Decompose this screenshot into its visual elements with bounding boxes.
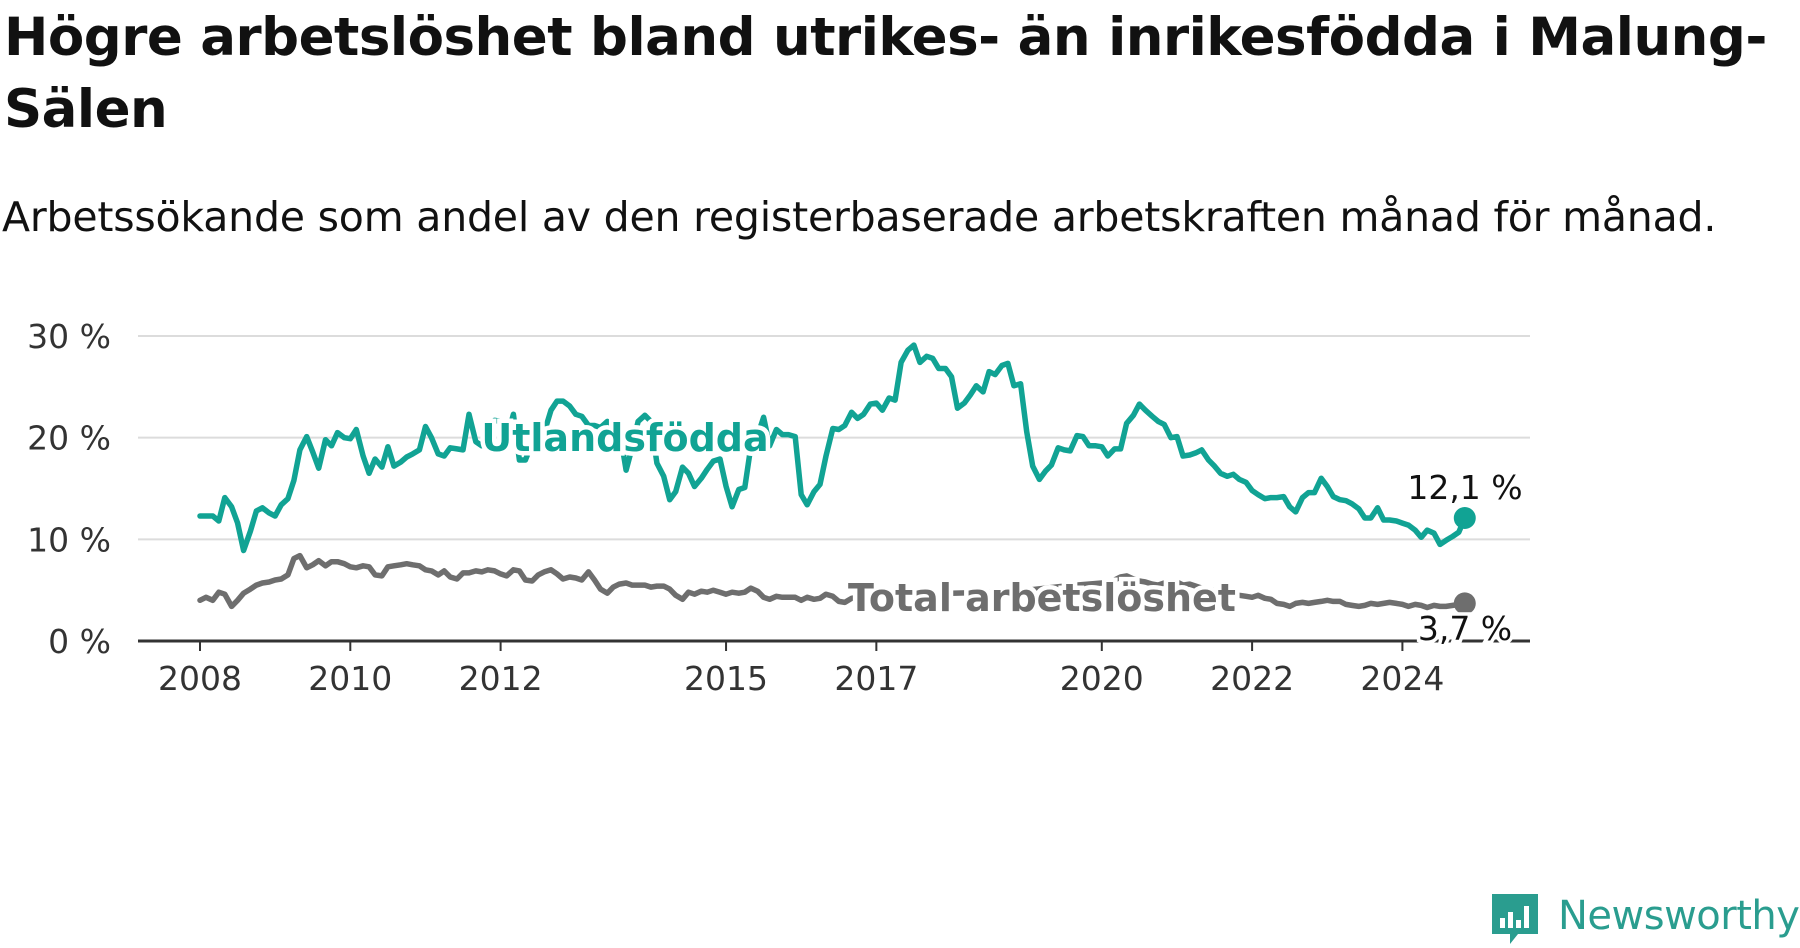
series-label-total: Total arbetslöshet (848, 576, 1236, 620)
y-tick-label: 10 % (27, 520, 111, 559)
series-label-utlandsfodda: Utlandsfödda (481, 416, 768, 460)
end-point-marker (1453, 592, 1476, 615)
x-tick-label: 2015 (684, 659, 768, 698)
series-line-total (197, 552, 1468, 611)
x-tick-label: 2020 (1060, 659, 1144, 698)
chart-title: Högre arbetslöshet bland utrikes- än inr… (4, 7, 1767, 140)
x-tick-label: 2017 (834, 659, 918, 698)
grid-lines (138, 335, 1530, 541)
x-tick-label: 2012 (459, 659, 543, 698)
series-labels: Utlandsfödda Total arbetslöshet 12,1 % 3,7 … (477, 412, 1526, 652)
chart-subtitle: Arbetssökande som andel av den registerb… (2, 193, 1717, 241)
y-axis-ticks: 0 % 10 % 20 % 30 % (27, 317, 111, 661)
x-tick-label: 2008 (158, 659, 242, 698)
series-line-utlandsfodda (197, 342, 1468, 554)
x-tick-label: 2024 (1360, 659, 1444, 698)
x-axis: 2008 2010 2012 2015 2017 2020 2022 2024 (138, 639, 1530, 698)
series-lines (197, 342, 1476, 615)
x-tick-label: 2022 (1210, 659, 1294, 698)
end-value-label: 12,1 % (1407, 468, 1522, 507)
x-tick-label: 2010 (308, 659, 392, 698)
end-point-marker (1453, 506, 1476, 529)
brand-name: Newsworthy (1558, 893, 1800, 939)
end-value-label: 3,7 % (1418, 609, 1512, 648)
y-tick-label: 20 % (27, 419, 111, 458)
newsworthy-logo-icon (1492, 894, 1538, 944)
y-tick-label: 30 % (27, 317, 111, 356)
brand-logo: Newsworthy (1488, 886, 1800, 946)
y-tick-label: 0 % (48, 622, 111, 661)
